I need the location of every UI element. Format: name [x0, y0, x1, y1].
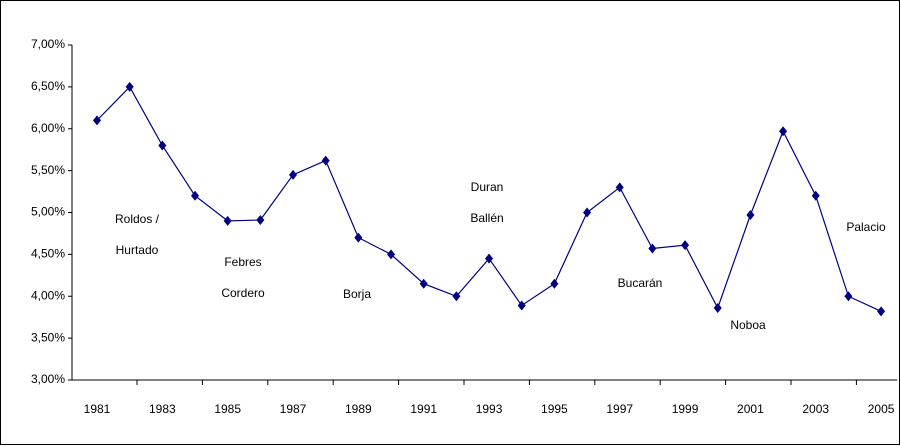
marker [844, 291, 853, 302]
y-tick-label: 4,50% [31, 247, 65, 261]
x-tick-label: 2003 [802, 402, 829, 416]
y-tick-label: 5,00% [31, 205, 65, 219]
marker [550, 278, 559, 289]
y-tick-label: 3,00% [31, 372, 65, 386]
marker [648, 243, 657, 254]
x-tick-label: 1999 [672, 402, 699, 416]
y-tick-label: 7,00% [31, 37, 65, 51]
x-tick-label: 1991 [410, 402, 437, 416]
marker [877, 306, 886, 317]
y-tick-label: 6,50% [31, 79, 65, 93]
annotation: Borja [343, 287, 371, 301]
x-tick-label: 1981 [84, 402, 111, 416]
x-tick-label: 1995 [541, 402, 568, 416]
marker [354, 232, 363, 243]
marker [191, 190, 200, 201]
annotation: Bucarán [618, 276, 663, 290]
marker [615, 182, 624, 193]
annotation: Roldos / [115, 212, 160, 226]
y-tick-label: 3,50% [31, 330, 65, 344]
marker [779, 126, 788, 137]
annotation: Ballén [470, 211, 503, 225]
marker [681, 240, 690, 251]
annotation: Febres [224, 255, 261, 269]
x-tick-label: 1993 [476, 402, 503, 416]
marker [452, 291, 461, 302]
marker [321, 155, 330, 166]
annotation: Hurtado [116, 243, 159, 257]
marker [93, 115, 101, 126]
marker [387, 249, 396, 260]
marker [419, 278, 428, 289]
marker [583, 207, 592, 218]
x-tick-label: 1987 [280, 402, 307, 416]
y-tick-label: 4,00% [31, 288, 65, 302]
annotation: Cordero [221, 286, 265, 300]
marker [223, 215, 232, 226]
x-tick-label: 1985 [214, 402, 241, 416]
marker [485, 253, 494, 264]
marker [811, 190, 820, 201]
marker [125, 81, 134, 92]
x-tick-label: 1983 [149, 402, 176, 416]
y-tick-label: 6,00% [31, 121, 65, 135]
y-tick-label: 5,50% [31, 163, 65, 177]
annotation: Palacio [846, 220, 886, 234]
x-tick-label: 2005 [868, 402, 895, 416]
x-tick-label: 2001 [737, 402, 764, 416]
marker [517, 300, 526, 311]
marker [158, 140, 167, 151]
x-tick-label: 1997 [606, 402, 633, 416]
x-tick-label: 1989 [345, 402, 372, 416]
annotation: Noboa [730, 318, 766, 332]
marker [746, 210, 755, 221]
marker [289, 169, 298, 180]
marker [713, 302, 722, 313]
annotation: Duran [471, 180, 504, 194]
marker [256, 215, 265, 226]
